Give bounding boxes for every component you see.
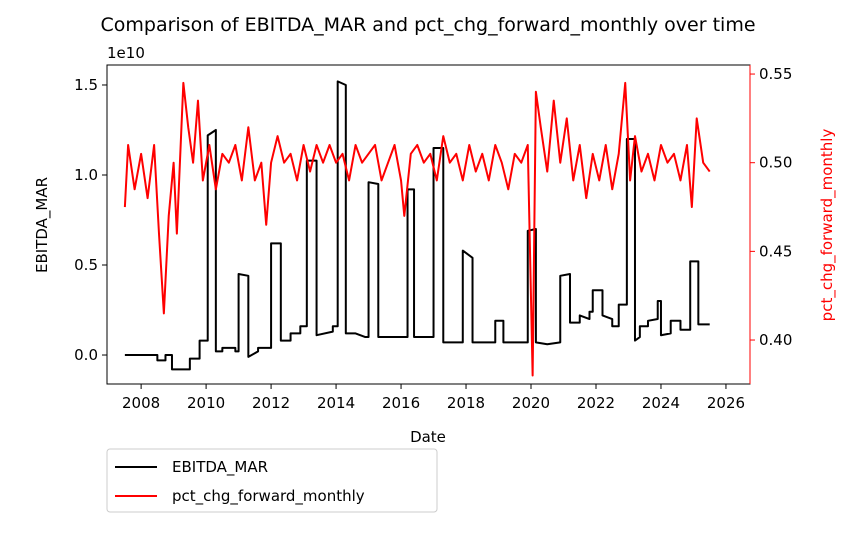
y2-tick-label: 0.50 <box>759 154 792 172</box>
series-line <box>123 81 711 377</box>
x-tick-label: 2010 <box>187 394 225 412</box>
x-tick-label: 2022 <box>577 394 615 412</box>
x-tick-label: 2008 <box>122 394 160 412</box>
x-tick-label: 2026 <box>707 394 745 412</box>
series-line <box>124 80 710 371</box>
legend-label: EBITDA_MAR <box>172 458 268 477</box>
legend-box <box>106 448 438 513</box>
x-tick-label: 2014 <box>317 394 355 412</box>
x-tick-label: 2016 <box>382 394 420 412</box>
x-axis-label: Date <box>410 428 446 446</box>
x-tick-label: 2020 <box>512 394 550 412</box>
y-tick-label: 0.0 <box>74 346 98 364</box>
y2-tick-label: 0.55 <box>759 65 792 83</box>
x-tick-label: 2012 <box>252 394 290 412</box>
chart-title: Comparison of EBITDA_MAR and pct_chg_for… <box>100 14 755 36</box>
y2-tick-label: 0.45 <box>759 242 792 260</box>
x-tick-label: 2024 <box>642 394 680 412</box>
legend-label: pct_chg_forward_monthly <box>172 487 365 506</box>
y2-tick-label: 0.40 <box>759 331 792 349</box>
y-offset-label: 1e10 <box>107 44 145 62</box>
y-tick-label: 1.5 <box>74 76 98 94</box>
y-axis-label: EBITDA_MAR <box>33 177 52 273</box>
y2-axis-label: pct_chg_forward_monthly <box>818 129 837 322</box>
x-tick-label: 2018 <box>447 394 485 412</box>
y-tick-label: 0.5 <box>74 256 98 274</box>
y-tick-label: 1.0 <box>74 166 98 184</box>
